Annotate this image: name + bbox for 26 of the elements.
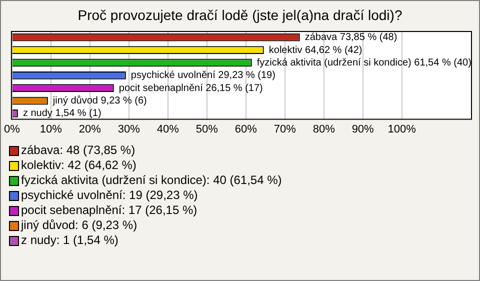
x-tick-label: 50% [196,123,218,136]
x-tick-label: 80% [312,123,336,136]
text: psychické uvolnění: 19 (29,23 %) [21,188,198,203]
category-label: pocit sebenaplnění 26,15 % (17) [118,82,263,94]
text: zábava: 48 (73,85 %) [21,143,136,158]
x-tick-label: 90% [352,123,374,136]
x-tick-label: 0% [4,123,20,136]
x-tick-label: 60% [234,123,258,136]
category-label: psychické uvolnění 29,23 % (19) [130,70,276,82]
text: kolektiv: 42 (64,62 %) [21,158,136,173]
x-tick-label: 100% [388,123,416,136]
x-tick-label: 10% [40,123,62,136]
x-tick-label: 20% [78,123,102,136]
category-label: kolektiv 64,62 % (42) [268,44,362,56]
category-label: z nudy 1,54 % (1) [22,108,102,120]
x-tick-label: 70% [274,123,296,136]
text: fyzická aktivita (udržení si kondice): 40 (61,54 %) [21,173,282,188]
category-label: zábava 73,85 % (48) [304,32,398,44]
text: z nudy: 1 (1,54 %) [21,233,118,248]
x-tick-label: 40% [156,123,180,136]
chart-title: Proč provozujete dračí lodě (jste jel(a)na dračí lodi)? [76,7,404,25]
text: jiný důvod: 6 (9,23 %) [21,218,138,233]
category-label: fyzická aktivita (udržení si kondice) 61,54 % (40) [256,57,472,68]
category-label: jiný důvod 9,23 % (6) [52,96,147,107]
x-tick-label: 30% [118,123,140,136]
text: pocit sebenaplnění: 17 (26,15 %) [21,203,198,218]
